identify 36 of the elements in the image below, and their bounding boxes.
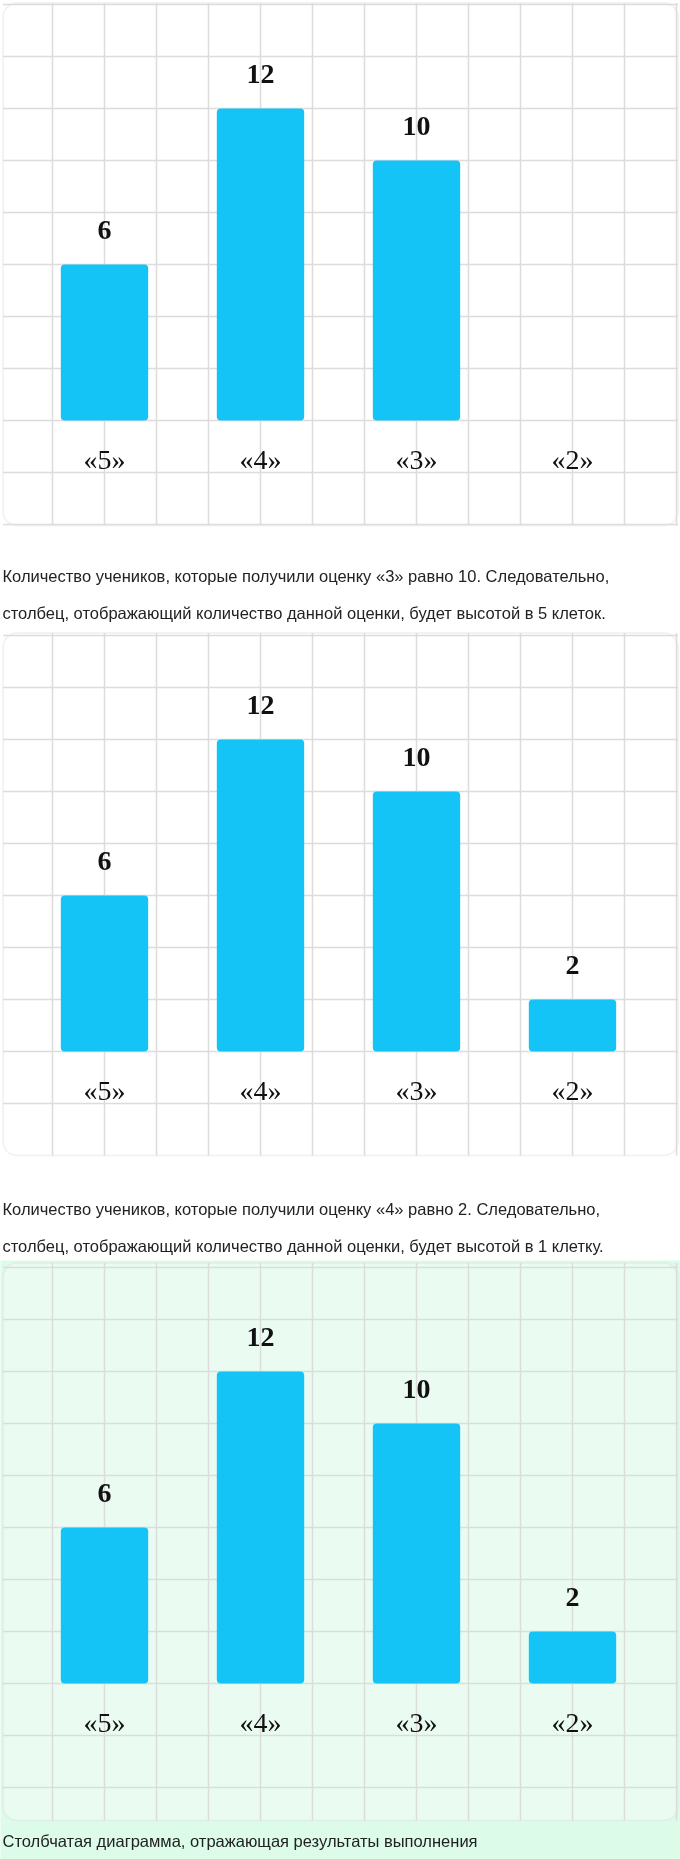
data-label: 12 [246,57,275,89]
data-label: 12 [246,1320,275,1352]
data-label: 6 [97,1476,112,1508]
x-tick-label: «5» [83,1707,126,1738]
x-tick-label: «4» [239,444,282,475]
data-label: 10 [402,109,431,141]
x-tick-label: «5» [83,1075,126,1106]
x-tick-label: «3» [395,1707,438,1738]
data-label: 10 [402,740,431,772]
text: Столбчатая диаграмма, отражающая результаты выполнения [2,1831,478,1850]
data-label: 2 [565,948,580,980]
bar [528,999,617,1052]
bar [528,1631,617,1684]
bar [372,791,461,1052]
text: столбец, отображающий количество данной оценки, будет высотой в 1 клетку. [2,1236,604,1255]
x-tick-label: «4» [239,1075,282,1106]
bar [60,1527,149,1684]
data-label: 6 [97,844,112,876]
bar [216,1371,305,1684]
data-label: 10 [402,1372,431,1404]
data-label: 6 [97,213,112,245]
x-tick-label: «2» [551,1075,594,1106]
text: Количество учеников, которые получили оценку «3» равно 10. Следовательно, [2,566,610,585]
x-tick-label: «5» [83,444,126,475]
data-label: 12 [246,688,275,720]
x-tick-label: «2» [551,1707,594,1738]
x-tick-label: «2» [551,444,594,475]
x-tick-label: «3» [395,444,438,475]
bar [60,895,149,1052]
text: столбец, отображающий количество данной оценки, будет высотой в 5 клеток. [2,603,606,622]
data-label: 2 [565,1580,580,1612]
bar [216,739,305,1052]
x-tick-label: «3» [395,1075,438,1106]
text: Количество учеников, которые получили оценку «4» равно 2. Следовательно, [2,1199,601,1218]
bar [372,1423,461,1684]
x-tick-label: «4» [239,1707,282,1738]
